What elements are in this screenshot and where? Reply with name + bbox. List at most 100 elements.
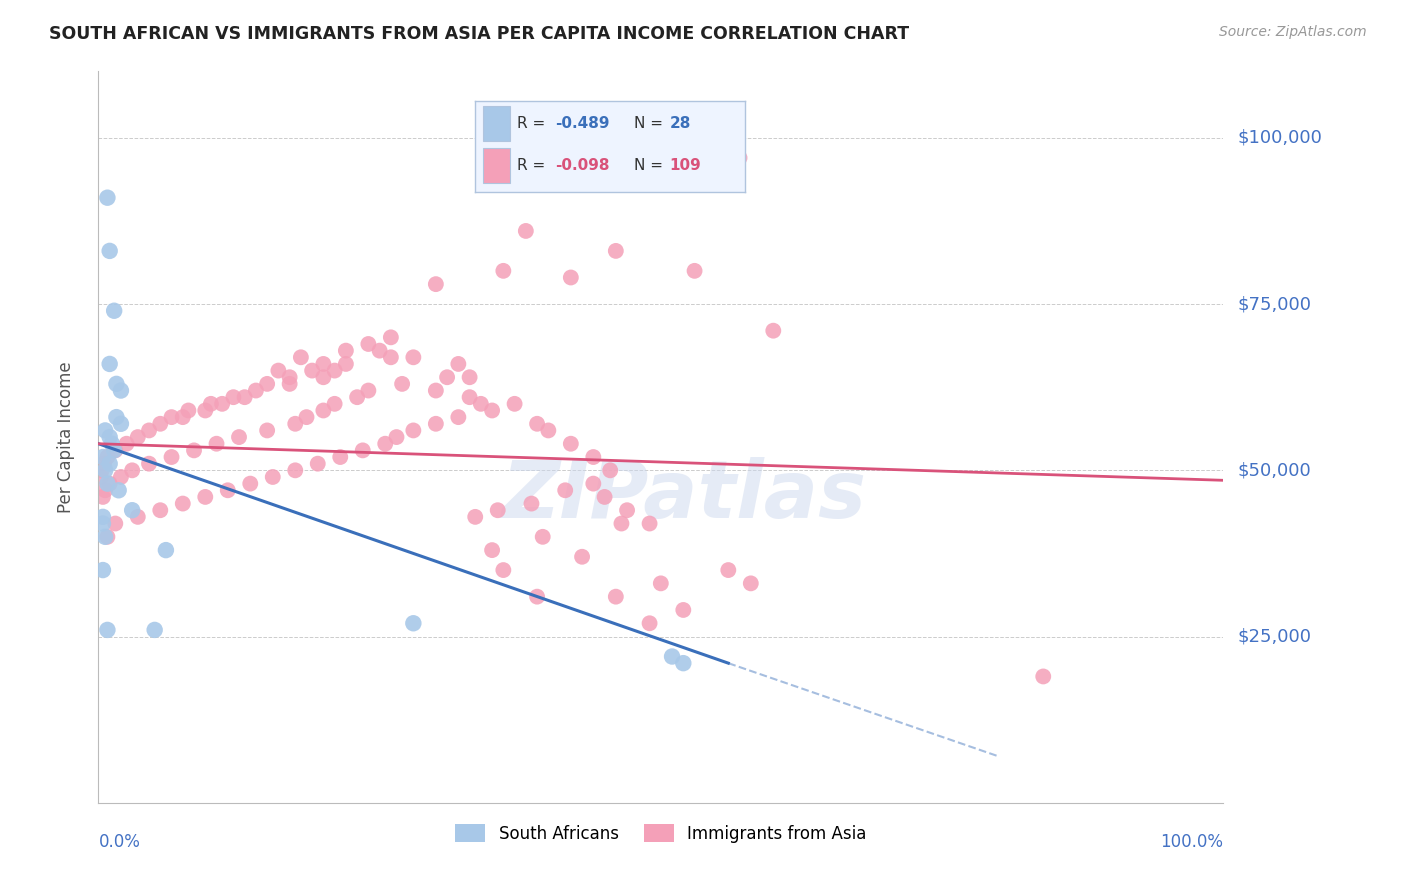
Point [391, 376, 413, 391]
Point [357, 337, 380, 351]
Point [183, 443, 205, 458]
Point [492, 264, 515, 278]
Point [661, 649, 683, 664]
Point [290, 351, 312, 365]
Point [107, 483, 129, 498]
Point [380, 351, 402, 365]
Point [650, 576, 672, 591]
Point [256, 376, 278, 391]
Point [526, 590, 548, 604]
Point [323, 397, 346, 411]
Point [638, 516, 661, 531]
Point [96, 530, 118, 544]
Point [335, 357, 357, 371]
Point [492, 563, 515, 577]
Point [96, 450, 118, 464]
Point [115, 436, 138, 450]
Point [94, 530, 117, 544]
Point [160, 410, 183, 425]
Point [728, 151, 751, 165]
Point [425, 277, 447, 292]
Point [402, 424, 425, 438]
Text: $50,000: $50,000 [1237, 461, 1310, 479]
Point [368, 343, 391, 358]
Point [104, 516, 127, 531]
Point [470, 397, 492, 411]
Point [105, 410, 128, 425]
Point [94, 424, 117, 438]
Point [262, 470, 284, 484]
Point [110, 470, 132, 484]
Point [228, 430, 250, 444]
Point [464, 509, 486, 524]
Point [91, 563, 114, 577]
Point [96, 623, 118, 637]
Point [307, 457, 329, 471]
Point [323, 363, 346, 377]
Point [149, 417, 172, 431]
Text: 0.0%: 0.0% [98, 833, 141, 851]
Point [194, 490, 217, 504]
Point [138, 457, 160, 471]
Point [740, 576, 762, 591]
Point [278, 370, 301, 384]
Point [284, 463, 307, 477]
Point [762, 324, 785, 338]
Text: $75,000: $75,000 [1237, 295, 1312, 313]
Point [352, 443, 374, 458]
Point [295, 410, 318, 425]
Point [447, 357, 470, 371]
Point [177, 403, 200, 417]
Point [91, 450, 114, 464]
Point [98, 357, 121, 371]
Point [447, 410, 470, 425]
Point [526, 417, 548, 431]
Point [531, 530, 554, 544]
Point [205, 436, 228, 450]
Point [402, 351, 425, 365]
Point [101, 436, 124, 450]
Point [582, 476, 605, 491]
Point [458, 390, 481, 404]
Point [312, 403, 335, 417]
Point [605, 244, 627, 258]
Point [233, 390, 256, 404]
Point [172, 410, 194, 425]
Point [537, 424, 560, 438]
Point [436, 370, 458, 384]
Point [138, 424, 160, 438]
Point [599, 463, 621, 477]
Point [94, 463, 117, 477]
Point [560, 270, 582, 285]
Y-axis label: Per Capita Income: Per Capita Income [56, 361, 75, 513]
Point [105, 376, 128, 391]
Point [217, 483, 239, 498]
Point [425, 417, 447, 431]
Point [200, 397, 222, 411]
Point [91, 490, 114, 504]
Point [103, 303, 125, 318]
Text: Source: ZipAtlas.com: Source: ZipAtlas.com [1219, 25, 1367, 39]
Point [638, 616, 661, 631]
Point [554, 483, 576, 498]
Point [503, 397, 526, 411]
Point [155, 543, 177, 558]
Point [90, 470, 112, 484]
Point [425, 384, 447, 398]
Point [605, 590, 627, 604]
Point [98, 430, 121, 444]
Text: SOUTH AFRICAN VS IMMIGRANTS FROM ASIA PER CAPITA INCOME CORRELATION CHART: SOUTH AFRICAN VS IMMIGRANTS FROM ASIA PE… [49, 25, 910, 43]
Point [374, 436, 396, 450]
Point [357, 384, 380, 398]
Point [98, 476, 121, 491]
Point [520, 497, 543, 511]
Point [160, 450, 183, 464]
Point [582, 450, 605, 464]
Point [481, 543, 503, 558]
Point [335, 343, 357, 358]
Point [402, 616, 425, 631]
Point [560, 436, 582, 450]
Point [267, 363, 290, 377]
Point [143, 623, 166, 637]
Point [672, 656, 695, 670]
